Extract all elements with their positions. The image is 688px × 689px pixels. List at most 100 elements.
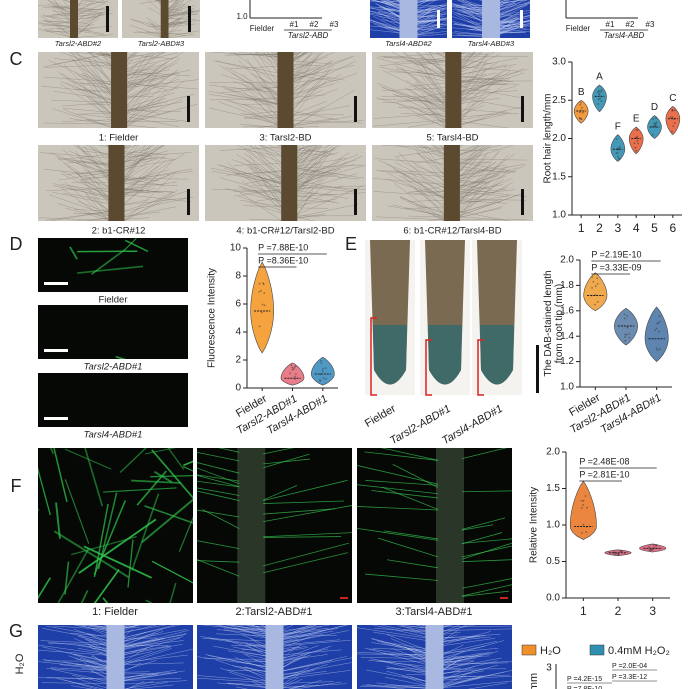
jitter-dot [636, 135, 639, 138]
micrograph [357, 625, 512, 689]
root-hair [80, 113, 112, 119]
fluor-hair [197, 462, 240, 474]
root-hair [223, 625, 275, 631]
root-hair [388, 71, 446, 75]
root-hair [135, 30, 161, 38]
root-hair [64, 162, 109, 191]
root-hair [64, 0, 71, 3]
root-hair [126, 53, 154, 91]
root-hair [293, 52, 304, 68]
root-hair [77, 14, 96, 24]
root-hair [293, 52, 296, 54]
root-hair [124, 176, 160, 182]
root-hair [51, 668, 116, 684]
root-hair [38, 217, 109, 221]
panel-label: E [345, 234, 357, 254]
scale-bar [187, 96, 190, 122]
root-hair [124, 181, 177, 190]
p-value: P =4.2E-15 [567, 676, 602, 683]
fluor-hair [69, 246, 78, 260]
root-hair [168, 18, 197, 20]
root-hair [459, 186, 508, 204]
root-hair [127, 58, 180, 94]
jitter-dot [319, 379, 321, 382]
root-hair [124, 174, 174, 221]
root-hair [249, 150, 282, 176]
root-hair [127, 52, 139, 61]
root-hair [368, 659, 435, 668]
root-hair [434, 636, 491, 644]
violin [569, 480, 597, 540]
root-hair [422, 145, 445, 171]
root-hair [224, 188, 282, 203]
fluor-hair [461, 532, 503, 545]
root-hair [105, 52, 112, 61]
jitter-dot [656, 349, 659, 352]
fluor-hair [119, 448, 147, 473]
root-hair [297, 194, 312, 216]
root-hair [297, 152, 328, 157]
root-hair [131, 19, 161, 31]
root [237, 448, 266, 603]
y-axis-label: Fluorescence Intensity [207, 268, 218, 368]
fluor-hair [377, 537, 439, 558]
root-hair [115, 634, 187, 648]
root-hair [68, 54, 112, 108]
root [108, 145, 125, 221]
root-hair [234, 163, 282, 166]
root-hair [274, 625, 315, 635]
root-hair [459, 145, 480, 151]
jitter-dot [626, 326, 629, 329]
fluor-hair [103, 487, 177, 493]
root-hair [219, 177, 282, 196]
root-hair [461, 72, 500, 102]
root-hair [245, 149, 282, 178]
root-hair [293, 105, 350, 117]
image-caption: 4: b1-CR#12/Tarsl2-BD [236, 226, 334, 237]
root-hair [124, 151, 169, 155]
root-hair [168, 20, 188, 28]
root-hair [231, 72, 278, 102]
root-hair [394, 56, 446, 63]
root-hair [245, 87, 278, 117]
root-hair [293, 88, 338, 105]
violin [583, 272, 608, 312]
root-hair [127, 101, 183, 113]
root-hair [249, 219, 282, 221]
root-hair [84, 145, 109, 182]
root-hair [75, 170, 109, 213]
root-hair [459, 169, 516, 173]
root-hair [64, 182, 109, 220]
root-hair [168, 0, 181, 15]
root-hair [387, 205, 444, 216]
image-caption: Tarsl2-ABD#2 [55, 39, 102, 48]
root-hair [434, 625, 512, 628]
root-hair [297, 158, 347, 167]
root-hair [297, 145, 318, 150]
root-hair [77, 30, 107, 36]
fluor-hair [218, 448, 240, 453]
root-hair [226, 170, 282, 176]
root-hair [267, 52, 278, 64]
root-hair [89, 52, 112, 83]
p-value: P =3.33E-09 [591, 262, 641, 272]
root-hair [124, 154, 159, 178]
root-hair [428, 52, 446, 76]
root-hair [71, 685, 94, 689]
root-hair [63, 158, 109, 174]
root-hair [127, 111, 171, 125]
p-value: P =3.3E-12 [612, 674, 647, 681]
root-hair [461, 52, 478, 65]
root-hair [461, 68, 529, 87]
root-hair [79, 159, 109, 171]
root-hair [293, 106, 324, 121]
root-hair [127, 92, 176, 108]
jitter-dot [579, 103, 582, 106]
root-hair [168, 0, 175, 3]
root-hair [62, 192, 109, 201]
jitter-dot [291, 366, 294, 369]
root-hair [126, 90, 151, 114]
fluor-hair [197, 474, 240, 488]
root-hair [75, 52, 112, 94]
root-hair [87, 118, 112, 123]
